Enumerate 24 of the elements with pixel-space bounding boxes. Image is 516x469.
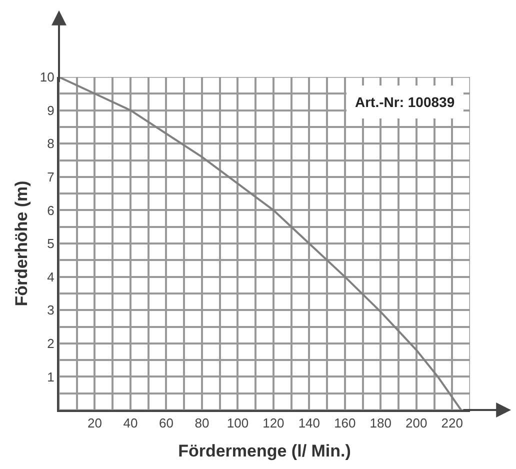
x-tick-label: 220 (441, 416, 463, 431)
y-tick-label: 7 (47, 169, 54, 184)
x-tick-label: 20 (88, 416, 102, 431)
x-tick-label: 80 (194, 416, 210, 431)
y-tick-label: 9 (47, 102, 54, 118)
x-tick-label: 160 (334, 416, 356, 431)
y-tick-label: 3 (47, 302, 54, 318)
y-axis-title: Förderhöhe (m) (12, 180, 31, 306)
y-tick-label: 8 (47, 136, 54, 152)
y-tick-label: 6 (47, 202, 54, 218)
y-tick-label: 2 (47, 336, 54, 351)
x-tick-label: 40 (123, 416, 138, 431)
y-tick-label: 4 (47, 269, 54, 284)
x-tick-label: 180 (370, 416, 392, 431)
x-tick-label: 200 (406, 416, 428, 431)
annotation: Art.-Nr: 100839 (355, 94, 455, 110)
y-tick-label: 5 (47, 236, 54, 252)
x-tick-label: 140 (298, 416, 320, 431)
y-tick-label: 10 (40, 70, 54, 85)
x-tick-label: 120 (262, 416, 284, 431)
x-tick-label: 60 (158, 416, 174, 431)
x-axis-title: Fördermenge (l/ Min.) (178, 442, 351, 460)
x-tick-label: 100 (226, 416, 249, 431)
y-tick-label: 1 (47, 369, 54, 384)
